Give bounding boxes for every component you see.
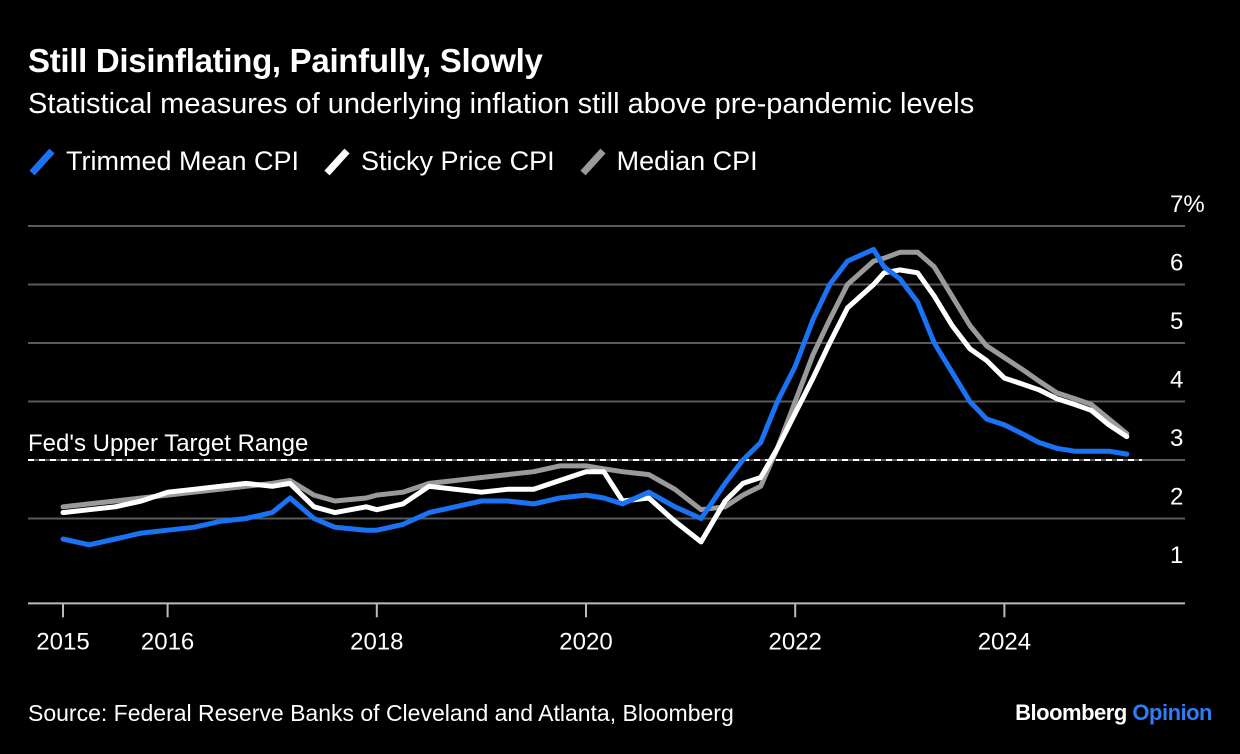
y-tick-label: 6 <box>1170 250 1183 277</box>
sticky-price-line <box>60 267 1130 545</box>
brand-secondary: Opinion <box>1132 700 1212 725</box>
x-tick-label: 2022 <box>769 628 822 655</box>
x-tick-label: 2015 <box>36 628 89 655</box>
axes: 1 2 3 4 5 6 7% 2015 2016 2018 2020 2022 2024 <box>28 191 1205 655</box>
brand-primary: Bloomberg <box>1015 700 1127 725</box>
legend: Trimmed Mean CPI Sticky Price CPI Median… <box>28 146 782 177</box>
legend-item-sticky-price[interactable]: Sticky Price CPI <box>323 146 555 177</box>
x-tick-label: 2016 <box>141 628 194 655</box>
legend-item-trimmed-mean[interactable]: Trimmed Mean CPI <box>28 146 299 177</box>
legend-swatch-sticky-price <box>324 148 350 175</box>
y-tick-label: 4 <box>1170 367 1183 394</box>
legend-swatch-trimmed-mean <box>29 148 55 175</box>
median-line <box>60 249 1130 513</box>
y-tick-label: 1 <box>1170 542 1183 569</box>
brand-logo: Bloomberg Opinion <box>1015 700 1212 726</box>
source-note: Source: Federal Reserve Banks of Clevela… <box>28 700 734 726</box>
chart-title: Still Disinflating, Painfully, Slowly <box>28 42 543 79</box>
y-tick-label: 3 <box>1170 425 1183 452</box>
legend-label-trimmed-mean: Trimmed Mean CPI <box>66 146 300 176</box>
x-tick-label: 2024 <box>978 628 1031 655</box>
x-tick-label: 2020 <box>559 628 612 655</box>
x-tick-label: 2018 <box>350 628 403 655</box>
y-tick-label: 5 <box>1170 308 1183 335</box>
legend-label-median: Median CPI <box>616 146 758 176</box>
legend-item-median[interactable]: Median CPI <box>579 146 758 177</box>
target-label: Fed's Upper Target Range <box>28 430 308 457</box>
y-tick-label: 2 <box>1170 484 1183 511</box>
trimmed-mean-line <box>60 246 1130 548</box>
series-lines <box>60 246 1130 548</box>
chart-subtitle: Statistical measures of underlying infla… <box>28 88 975 120</box>
y-tick-label: 7% <box>1170 191 1205 218</box>
legend-label-sticky-price: Sticky Price CPI <box>361 146 555 176</box>
target-range-annotation: Fed's Upper Target Range <box>28 430 1142 461</box>
legend-swatch-median <box>580 148 606 175</box>
line-chart: Fed's Upper Target Range 1 2 3 4 5 6 7% 2015 201… <box>28 191 1205 655</box>
